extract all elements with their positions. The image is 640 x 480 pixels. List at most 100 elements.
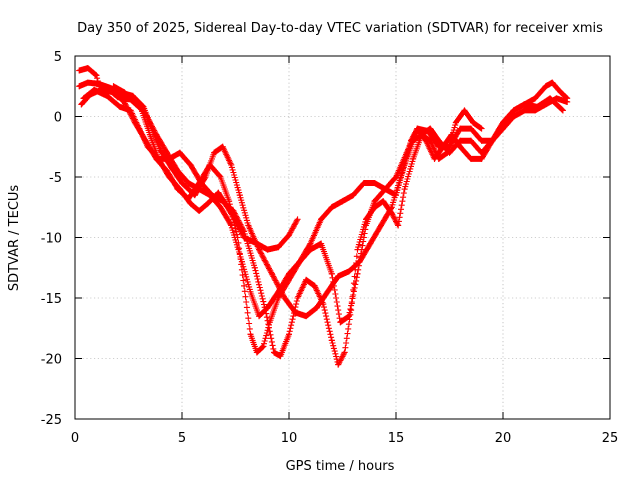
data-point [363, 222, 370, 229]
data-point [185, 195, 192, 202]
data-point [253, 349, 260, 356]
data-point [542, 83, 549, 90]
data-point [478, 155, 485, 162]
data-point [318, 240, 325, 247]
data-point [131, 98, 138, 105]
data-point [277, 353, 284, 360]
axis-ticks: 0 5 10 15 20 25 -25 -20 -15 -10 -5 0 5 [41, 50, 619, 446]
data-point [410, 155, 417, 162]
data-point [104, 92, 111, 99]
y-axis-label: SDTVAR / TECUs [7, 185, 22, 292]
data-point [164, 167, 171, 174]
x-axis-label: GPS time / hours [286, 459, 395, 474]
data-point [542, 101, 549, 108]
data-point [110, 89, 117, 96]
data-point [467, 155, 474, 162]
data-point [311, 282, 318, 289]
data-point [467, 125, 474, 132]
data-point [78, 101, 85, 108]
y-tick-label: 0 [54, 111, 62, 126]
data-point [84, 65, 91, 72]
data-point [470, 119, 477, 126]
data-point [395, 222, 402, 229]
data-point [393, 192, 399, 199]
data-point [521, 107, 528, 114]
data-point [219, 198, 226, 205]
data-point [303, 276, 310, 283]
data-point [500, 125, 506, 132]
y-tick-label: -20 [41, 353, 62, 368]
data-point [136, 125, 143, 132]
data-point [371, 180, 378, 187]
data-point [559, 107, 566, 114]
data-point [328, 204, 335, 211]
data-point [174, 186, 181, 193]
data-point [215, 189, 222, 196]
data-point [418, 131, 425, 138]
data-point [341, 349, 348, 356]
data-point [380, 198, 387, 205]
y-tick-label: 5 [54, 50, 62, 65]
data-point [307, 240, 314, 247]
data-point [457, 125, 464, 132]
series-trace-4 [80, 86, 566, 368]
x-tick-label: 0 [71, 431, 79, 446]
data-point [275, 244, 282, 251]
data-point [153, 131, 160, 138]
data-point [142, 111, 149, 118]
data-point [236, 192, 243, 199]
data-point [328, 337, 335, 344]
data-point [144, 143, 151, 150]
data-point [296, 258, 303, 265]
data-point [335, 273, 342, 280]
x-tick-label: 15 [388, 431, 405, 446]
data-point [393, 174, 399, 180]
data-point [211, 149, 218, 156]
data-point [328, 270, 335, 277]
data-point [435, 143, 442, 150]
data-point [93, 72, 100, 79]
data-point [478, 149, 485, 156]
data-point [247, 288, 254, 295]
data-point [403, 149, 410, 156]
data-point [401, 186, 408, 193]
data-point [198, 180, 205, 187]
data-point [335, 361, 342, 368]
data-point [564, 98, 571, 105]
y-tick-label: -10 [41, 232, 62, 247]
data-point [532, 107, 539, 114]
data-point [121, 89, 128, 96]
y-tick-label: -15 [41, 292, 62, 307]
data-series [76, 65, 571, 368]
x-tick-label: 25 [602, 431, 619, 446]
data-point [286, 232, 292, 239]
y-tick-label: -25 [41, 413, 62, 428]
series-trace-2 [76, 79, 571, 320]
data-point [320, 301, 327, 308]
data-point [196, 207, 203, 214]
data-point [521, 101, 528, 108]
data-point [187, 161, 194, 168]
data-point [337, 319, 344, 326]
data-point [84, 79, 91, 86]
data-point [80, 95, 87, 102]
data-point [275, 288, 282, 295]
data-point [228, 161, 235, 168]
data-point [382, 186, 389, 193]
data-point [271, 349, 278, 356]
data-point [264, 304, 271, 311]
data-point [155, 155, 162, 162]
data-point [532, 95, 539, 102]
data-point [318, 216, 325, 223]
data-point [260, 343, 267, 350]
data-point [510, 107, 517, 114]
data-point [226, 198, 233, 205]
data-point [110, 83, 117, 90]
data-point [294, 216, 301, 223]
data-point [264, 246, 271, 253]
data-point [345, 268, 352, 275]
data-point [95, 80, 102, 87]
data-point [121, 98, 128, 105]
data-point [324, 288, 331, 295]
